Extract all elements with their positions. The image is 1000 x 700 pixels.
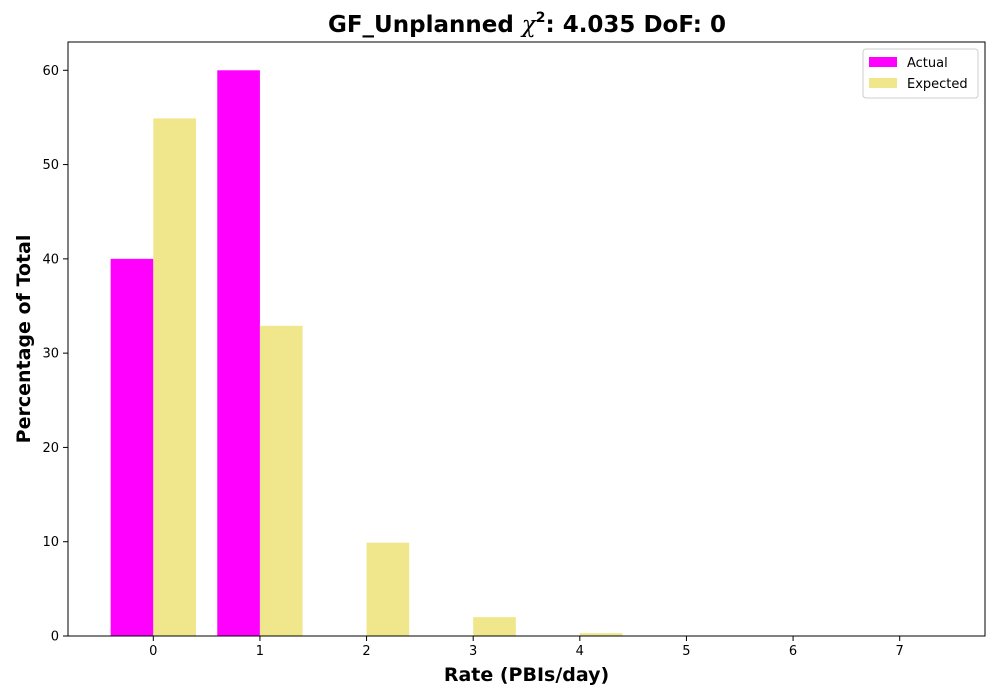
- legend-swatch-actual: [869, 57, 897, 67]
- bar-expected-2: [366, 542, 410, 636]
- x-ticks-group: 0 1 2 3 4 5 6 7: [149, 636, 904, 659]
- y-axis-label: Percentage of Total: [13, 235, 35, 444]
- x-tick-label: 0: [149, 644, 157, 659]
- x-tick-label: 6: [789, 644, 797, 659]
- y-tick-label: 50: [42, 158, 59, 173]
- y-tick-label: 60: [42, 64, 59, 79]
- y-tick-label: 0: [51, 630, 59, 645]
- y-tick-label: 40: [42, 252, 59, 267]
- x-tick-label: 4: [576, 644, 584, 659]
- bar-actual-0: [110, 258, 154, 636]
- bars-group: [110, 70, 943, 637]
- bar-expected-1: [259, 325, 303, 636]
- x-tick-label: 3: [469, 644, 477, 659]
- x-tick-label: 1: [256, 644, 264, 659]
- x-tick-label: 2: [362, 644, 370, 659]
- x-tick-label: 7: [896, 644, 904, 659]
- legend-label-expected: Expected: [907, 77, 968, 92]
- legend-swatch-expected: [869, 78, 897, 88]
- y-tick-label: 10: [42, 535, 59, 550]
- legend: Actual Expected: [862, 48, 979, 99]
- y-tick-label: 20: [42, 441, 59, 456]
- x-tick-label: 5: [682, 644, 690, 659]
- x-axis-label: Rate (PBIs/day): [444, 664, 609, 686]
- plot-frame: [67, 41, 986, 637]
- bar-actual-1: [217, 70, 260, 637]
- y-tick-label: 30: [42, 347, 59, 362]
- bar-expected-4: [579, 633, 623, 636]
- chart-title: GF_Unplanned χ2: 4.035 DoF: 0: [328, 10, 726, 38]
- bar-expected-0: [153, 118, 196, 636]
- bar-expected-3: [473, 617, 516, 636]
- y-ticks-group: 0 10 20 30 40 50 60: [42, 64, 68, 645]
- legend-label-actual: Actual: [907, 56, 948, 71]
